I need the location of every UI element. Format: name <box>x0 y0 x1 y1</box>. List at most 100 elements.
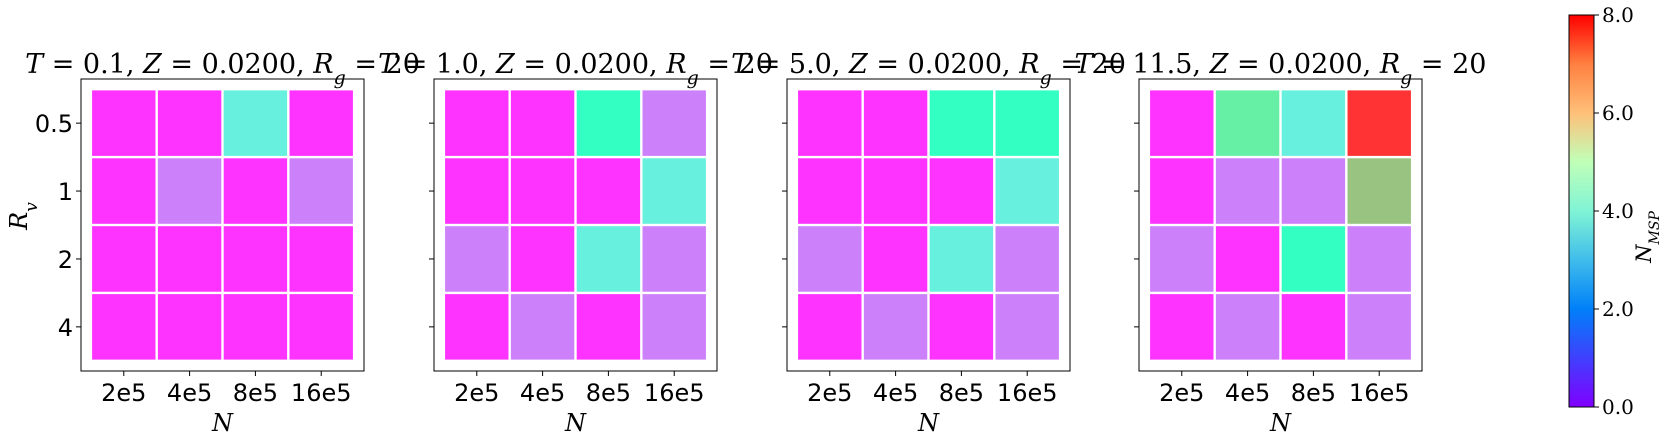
heatmap-panel: T = 1.0, Z = 0.0200, Rg = 20 2e5 4e5 8e5 16e… <box>378 49 773 437</box>
x-tick-label: 2e5 <box>101 379 146 407</box>
heatmap-cell <box>223 158 288 224</box>
heatmap-cell <box>92 158 156 224</box>
y-tick-label: 0.5 <box>35 110 73 138</box>
heatmap-panel: T = 5.0, Z = 0.0200, Rg = 20 2e5 4e5 8e5 16e… <box>731 49 1126 437</box>
heatmap-cell <box>1215 158 1280 224</box>
heatmap-cell <box>223 90 288 156</box>
y-tick-label: 4 <box>58 314 73 342</box>
heatmap-cell <box>289 294 353 360</box>
heatmap-cell <box>863 158 928 224</box>
heatmap-cell <box>929 226 994 292</box>
shared-axis-labels: Rv <box>5 202 42 231</box>
x-tick-label: 2e5 <box>454 379 499 407</box>
colorbar-tick-label: 2.0 <box>1602 297 1634 321</box>
heatmap-cell <box>1150 90 1214 156</box>
heatmap-cell <box>510 226 575 292</box>
x-tick-label: 16e5 <box>644 379 705 407</box>
heatmap-cell <box>642 226 706 292</box>
heatmap-cell <box>1150 158 1214 224</box>
panel-title: T = 1.0, Z = 0.0200, Rg = 20 <box>378 49 773 89</box>
heatmap-cell <box>223 294 288 360</box>
heatmap-cell <box>576 294 641 360</box>
heatmap-cell <box>445 294 509 360</box>
panel-title: T = 0.1, Z = 0.0200, Rg = 20 <box>25 49 420 89</box>
heatmap-cell <box>223 226 288 292</box>
heatmap-cell <box>92 294 156 360</box>
panel-frame <box>1138 78 1423 372</box>
colorbar-tick-label: 4.0 <box>1602 199 1634 223</box>
colorbar-tick-label: 6.0 <box>1602 101 1634 125</box>
heatmap-cell <box>445 90 509 156</box>
x-tick-label: 8e5 <box>586 379 631 407</box>
heatmap-cell <box>510 158 575 224</box>
heatmap-cell <box>157 226 222 292</box>
heatmap-cell <box>157 90 222 156</box>
x-tick-label: 16e5 <box>1349 379 1410 407</box>
heatmap-panel: T = 11.5, Z = 0.0200, Rg = 20 2e5 4e5 8e5 16… <box>1075 49 1487 437</box>
x-tick-label: 2e5 <box>1159 379 1204 407</box>
heatmap-cell <box>798 294 862 360</box>
y-tick-label: 1 <box>58 178 73 206</box>
heatmap-cell <box>510 294 575 360</box>
x-axis-label: N <box>1269 409 1292 437</box>
x-tick-label: 16e5 <box>997 379 1058 407</box>
heatmap-cell <box>642 158 706 224</box>
heatmap-cell <box>289 90 353 156</box>
x-tick-label: 4e5 <box>167 379 212 407</box>
heatmap-cell <box>92 226 156 292</box>
heatmap-cell <box>995 158 1059 224</box>
x-tick-label: 8e5 <box>233 379 278 407</box>
heatmap-cell <box>576 226 641 292</box>
y-tick-label: 2 <box>58 246 73 274</box>
heatmap-cell <box>1347 226 1411 292</box>
heatmap-cell <box>1215 90 1280 156</box>
heatmap-cell <box>863 294 928 360</box>
heatmap-panel: T = 0.1, Z = 0.0200, Rg = 20 2e5 4e5 8e5 16e… <box>25 49 420 437</box>
heatmap-cell <box>929 294 994 360</box>
x-axis-label: N <box>917 409 940 437</box>
x-tick-label: 16e5 <box>291 379 352 407</box>
heatmap-cell <box>445 226 509 292</box>
heatmap-cell <box>642 294 706 360</box>
heatmap-cell <box>863 226 928 292</box>
colorbar-gradient <box>1568 14 1595 408</box>
panel-frame <box>433 78 718 372</box>
colorbar-tick-label: 8.0 <box>1602 3 1634 27</box>
heatmap-cell <box>1215 226 1280 292</box>
heatmap-cell <box>1215 294 1280 360</box>
panel-frame <box>80 78 365 372</box>
panel-title: T = 11.5, Z = 0.0200, Rg = 20 <box>1075 49 1487 89</box>
heatmap-cell <box>798 90 862 156</box>
heatmap-cell <box>1347 158 1411 224</box>
heatmap-cell <box>642 90 706 156</box>
colorbar: 0.0 2.0 4.0 6.0 8.0 NMSP <box>1568 3 1663 419</box>
colorbar-ticks: 0.0 2.0 4.0 6.0 8.0 <box>1594 3 1634 419</box>
panel-title: T = 5.0, Z = 0.0200, Rg = 20 <box>731 49 1126 89</box>
x-tick-label: 4e5 <box>520 379 565 407</box>
heatmap-cell <box>995 90 1059 156</box>
colorbar-label: NMSP <box>1632 211 1663 264</box>
heatmap-cell <box>445 158 509 224</box>
heatmap-cell <box>510 90 575 156</box>
x-tick-label: 2e5 <box>807 379 852 407</box>
heatmap-cell <box>1281 226 1346 292</box>
heatmap-cell <box>798 226 862 292</box>
y-axis-label: Rv <box>5 202 42 231</box>
heatmap-cell <box>995 294 1059 360</box>
heatmap-cell <box>92 90 156 156</box>
heatmap-cell <box>1347 294 1411 360</box>
x-tick-label: 8e5 <box>1291 379 1336 407</box>
heatmap-cell <box>929 90 994 156</box>
heatmap-cell <box>157 294 222 360</box>
heatmap-cell <box>289 158 353 224</box>
heatmap-cell <box>798 158 862 224</box>
colorbar-tick-label: 0.0 <box>1602 395 1634 419</box>
heatmap-cell <box>1281 90 1346 156</box>
heatmap-cell <box>1281 158 1346 224</box>
heatmap-panels: T = 0.1, Z = 0.0200, Rg = 20 2e5 4e5 8e5 16e… <box>25 49 1486 437</box>
x-tick-label: 8e5 <box>939 379 984 407</box>
heatmap-cell <box>1150 226 1214 292</box>
heatmap-cell <box>995 226 1059 292</box>
x-axis-label: N <box>211 409 234 437</box>
